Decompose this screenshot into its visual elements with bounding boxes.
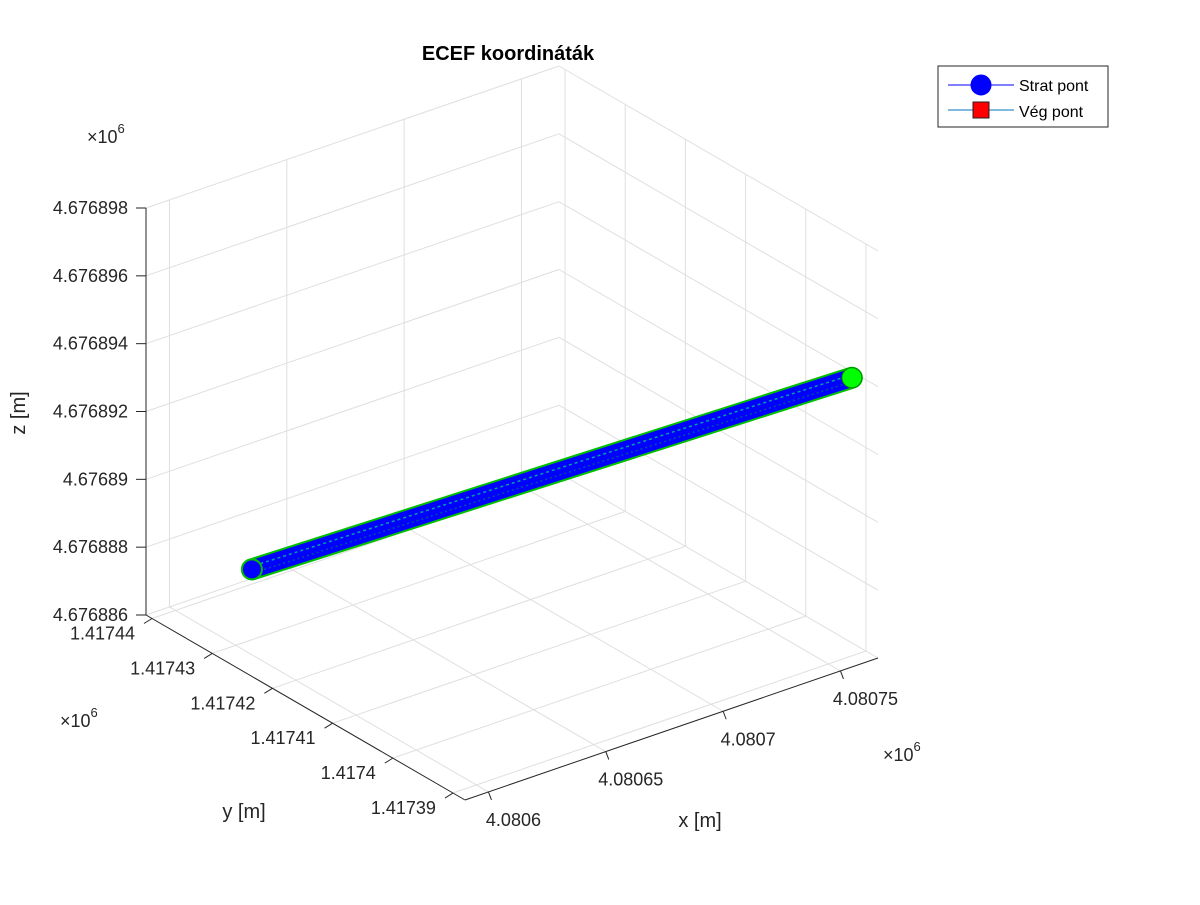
grid-line-backwall-z <box>145 65 560 209</box>
y-tick-label: 1.41744 <box>70 623 135 643</box>
grid-line-floor-y <box>332 580 746 724</box>
y-axis-line <box>145 614 466 801</box>
z-tick-label: 4.67689 <box>63 469 128 489</box>
z-tick-label: 4.676898 <box>53 198 128 218</box>
y-tick-label: 1.41739 <box>371 798 436 818</box>
y-tick-label: 1.41742 <box>190 693 255 713</box>
x-axis-label: x [m] <box>678 810 721 832</box>
y-tick-mark <box>264 687 273 694</box>
x-tick-mark <box>487 791 492 801</box>
grid-line-floor-x <box>521 485 841 672</box>
x-tick-mark <box>839 670 844 680</box>
tick-label-layer: 4.08064.080654.08074.080751.417391.41741… <box>53 198 898 830</box>
x-tick-mark <box>722 711 727 720</box>
y-exponent-label: ×106 <box>60 705 98 731</box>
legend-item-veg-pont: Vég pont <box>948 101 1084 121</box>
grid-line-sidewall-z <box>558 404 879 591</box>
grid-line-floor-y <box>272 545 686 689</box>
z-axis-label: z [m] <box>8 391 30 434</box>
legend-label-veg-pont: Vég pont <box>1019 104 1084 121</box>
z-tick-label: 4.676886 <box>53 605 128 625</box>
grid-line-floor-y <box>452 650 867 794</box>
y-tick-mark <box>143 618 153 624</box>
z-exponent-label: ×106 <box>87 121 125 147</box>
y-axis-label: y [m] <box>222 801 265 823</box>
grid-line-backwall-z <box>145 201 560 345</box>
axis-layer <box>136 207 879 801</box>
x-tick-label: 4.0807 <box>721 729 776 749</box>
z-tick-label: 4.676892 <box>53 402 128 422</box>
svg-text:×106: ×106 <box>60 705 98 731</box>
x-axis-line <box>464 657 879 801</box>
grid-line-backwall-z <box>145 404 560 548</box>
x-exponent-label: ×106 <box>883 739 921 765</box>
svg-text:×106: ×106 <box>883 739 921 765</box>
start-point-marker <box>841 367 863 389</box>
grid-line-sidewall-z <box>558 201 879 388</box>
z-tick-label: 4.676888 <box>53 537 128 557</box>
grid-line-sidewall-z <box>558 133 879 320</box>
grid-layer <box>145 65 879 794</box>
y-tick-mark <box>324 722 333 729</box>
grid-line-floor-y <box>392 615 806 759</box>
legend-circle-marker <box>970 74 992 96</box>
y-tick-label: 1.4174 <box>321 763 376 783</box>
grid-line-sidewall-z <box>558 269 879 455</box>
z-tick-label: 4.676896 <box>53 266 128 286</box>
trajectory-highlight <box>251 374 853 568</box>
y-tick-mark <box>444 792 454 799</box>
grid-line-backwall-z <box>145 133 560 277</box>
x-tick-mark <box>605 751 610 760</box>
grid-line-floor-x <box>403 525 724 712</box>
y-tick-label: 1.41743 <box>130 658 195 678</box>
legend-label-strat-pont: Strat pont <box>1019 78 1089 95</box>
svg-text:×106: ×106 <box>87 121 125 147</box>
legend-item-strat-pont: Strat pont <box>948 74 1089 96</box>
z-tick-label: 4.676894 <box>53 334 128 354</box>
legend-square-marker <box>972 101 990 119</box>
y-tick-mark <box>203 652 213 659</box>
grid-line-sidewall-z <box>558 472 879 659</box>
y-tick-label: 1.41741 <box>251 728 316 748</box>
grid-line-backwall-z <box>145 336 560 480</box>
grid-line-sidewall-z <box>558 65 879 252</box>
grid-line-floor-y <box>212 510 626 654</box>
legend: Strat pont Vég pont <box>937 65 1109 128</box>
end-point-marker <box>240 558 263 581</box>
grid-line-backwall-z <box>145 269 560 412</box>
grid-line-floor-x <box>169 606 489 793</box>
trajectory-line <box>242 368 861 579</box>
x-tick-label: 4.08065 <box>598 770 663 790</box>
y-tick-mark <box>384 757 394 764</box>
grid-line-floor-x <box>286 566 607 753</box>
series-layer <box>240 366 863 581</box>
x-tick-label: 4.08075 <box>833 689 898 709</box>
chart-title: ECEF koordináták <box>422 43 595 65</box>
x-tick-label: 4.0806 <box>486 810 541 830</box>
